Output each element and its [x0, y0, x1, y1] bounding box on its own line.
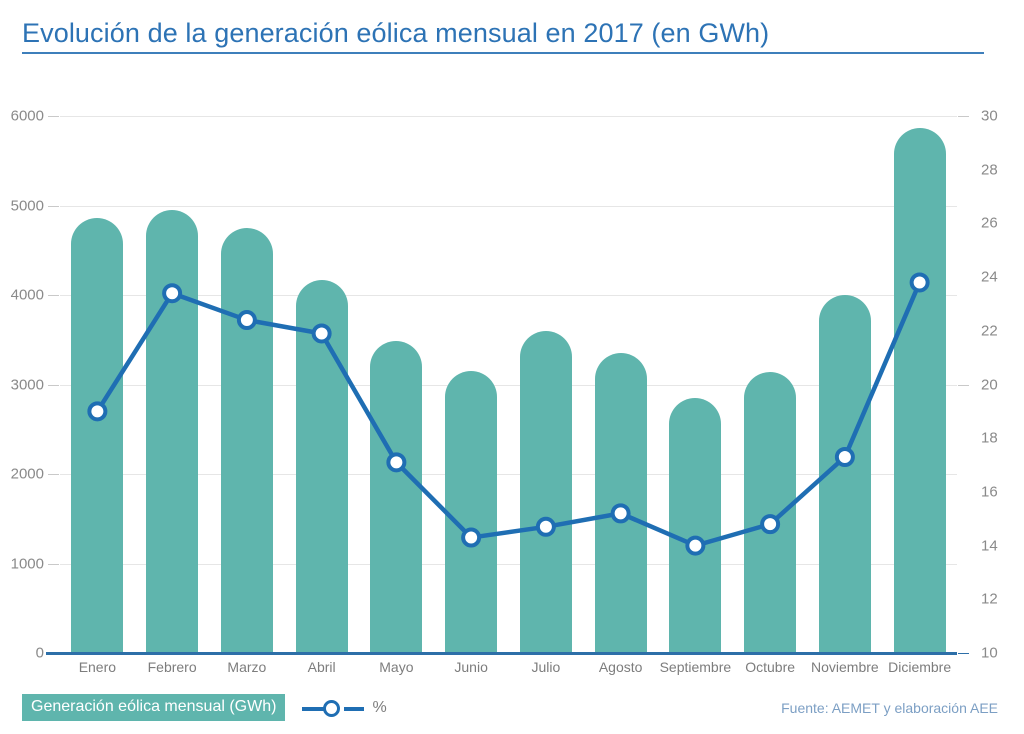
- legend-circle-marker: [323, 699, 341, 717]
- line-data-point[interactable]: Julio: 14.7%: [535, 516, 556, 537]
- x-axis-tick-label: Octubre: [745, 659, 796, 675]
- y-axis-right-tick-label: 10: [981, 644, 998, 662]
- y-axis-left-tick-mark: [48, 384, 59, 386]
- line-data-point[interactable]: Septiembre: 14%: [685, 535, 706, 556]
- legend-line-label: %: [372, 698, 387, 716]
- x-axis-tick-label: Agosto: [598, 659, 643, 675]
- line-data-point[interactable]: Diciembre: 23.8%: [909, 272, 930, 293]
- bar[interactable]: [445, 371, 498, 653]
- line-data-point[interactable]: Febrero: 23.4%: [162, 283, 183, 304]
- y-axis-left-tick-label: 4000: [10, 286, 44, 304]
- y-axis-left-tick-label: 5000: [10, 197, 44, 214]
- x-axis-tick-label: Marzo: [227, 659, 267, 675]
- bar[interactable]: [893, 128, 946, 653]
- title-block: Evolución de la generación eólica mensua…: [22, 18, 984, 55]
- y-axis-right-tick-label: 30: [981, 107, 998, 125]
- x-axis-tick-label: Septiembre: [659, 659, 732, 675]
- bar-series-group: [60, 116, 957, 653]
- gridline: [60, 295, 957, 296]
- y-axis-right-tick-label: 22: [981, 322, 998, 340]
- y-axis-right-tick-label: 20: [981, 376, 998, 393]
- y-axis-right-tick-mark: [958, 653, 969, 654]
- legend-line-right-segment: [344, 706, 365, 711]
- x-axis-tick-label: Junio: [454, 659, 488, 675]
- y-axis-left-tick-label: 2000: [10, 465, 44, 483]
- x-axis-baseline: [46, 652, 957, 655]
- bar[interactable]: [594, 353, 647, 653]
- title-divider: [22, 52, 984, 55]
- x-axis-tick-label: Noviembre: [811, 659, 879, 675]
- bar[interactable]: [669, 397, 722, 653]
- y-axis-right-tick-label: 24: [981, 268, 998, 286]
- line-data-point[interactable]: Junio: 14.3%: [461, 527, 482, 548]
- x-axis-labels: Enero Febrero Marzo Abril Mayo Junio Julio Agos…: [60, 658, 957, 682]
- gridline: [60, 116, 957, 117]
- y-axis-left-tick-mark: [48, 116, 59, 117]
- bar[interactable]: [744, 371, 797, 653]
- line-data-point[interactable]: Enero: 19%: [87, 401, 108, 422]
- line-path: [95, 280, 922, 548]
- line-data-point[interactable]: Agosto: 15.2%: [610, 503, 631, 524]
- y-axis-right-tick-label: 26: [981, 214, 998, 232]
- line-series-group: Enero: 19% Febrero: 23.4% Marzo: 22.4% Abri…: [87, 272, 930, 556]
- bar[interactable]: [370, 340, 423, 653]
- gridline: [60, 474, 957, 475]
- legend: Generación eólica mensual (GWh) %: [22, 694, 387, 721]
- line-data-point[interactable]: Noviembre: 17.3%: [834, 446, 855, 467]
- bar[interactable]: [220, 227, 273, 653]
- y-axis-right-tick-label: 14: [981, 537, 998, 555]
- x-axis-tick-label: Diciembre: [888, 659, 952, 675]
- bar[interactable]: [71, 218, 124, 653]
- line-data-point[interactable]: Abril: 21.9%: [311, 323, 332, 344]
- source-note: Fuente: AEMET y elaboración AEE: [781, 700, 998, 716]
- y-axis-left-tick-mark: [48, 563, 59, 565]
- y-axis-left-tick-label: 0: [35, 644, 44, 662]
- y-axis-right-tick-label: 12: [981, 590, 998, 608]
- line-data-point[interactable]: Mayo: 17.1%: [386, 452, 407, 473]
- line-marker-icon: [302, 699, 365, 717]
- y-axis-left-tick-label: 3000: [10, 376, 44, 393]
- y-axis-right-tick-label: 18: [981, 429, 998, 447]
- page-title: Evolución de la generación eólica mensua…: [22, 18, 770, 48]
- gridline: [60, 563, 957, 565]
- y-axis-left-tick-mark: [48, 474, 59, 475]
- y-axis-left-tick-label: 6000: [10, 107, 44, 125]
- y-axis-right-tick-mark: [958, 384, 969, 386]
- line-data-point[interactable]: Octubre: 14.8%: [760, 514, 781, 535]
- x-axis-tick-label: Abril: [307, 659, 336, 675]
- x-axis-tick-label: Mayo: [379, 659, 414, 675]
- plot-area: Enero: 19% Febrero: 23.4% Marzo: 22.4% Abri…: [46, 116, 957, 655]
- y-axis-left-tick-mark: [48, 295, 59, 296]
- legend-item-bar[interactable]: Generación eólica mensual (GWh): [22, 694, 286, 721]
- y-axis-right-tick-label: 16: [981, 483, 998, 501]
- gridline: [60, 384, 957, 386]
- bar[interactable]: [519, 330, 572, 653]
- line-data-point[interactable]: Marzo: 22.4%: [236, 310, 257, 331]
- legend-item-line[interactable]: %: [302, 698, 387, 717]
- legend-line-left-segment: [302, 706, 325, 711]
- x-axis-tick-label: Julio: [531, 659, 561, 675]
- gridline: [60, 205, 957, 207]
- y-axis-left-tick-label: 1000: [10, 555, 44, 572]
- x-axis-tick-label: Enero: [78, 659, 117, 675]
- y-axis-left-tick-mark: [48, 205, 59, 207]
- x-axis-tick-label: Febrero: [147, 659, 197, 675]
- y-axis-right-tick-label: 28: [981, 161, 998, 179]
- y-axis-right-tick-mark: [958, 116, 969, 117]
